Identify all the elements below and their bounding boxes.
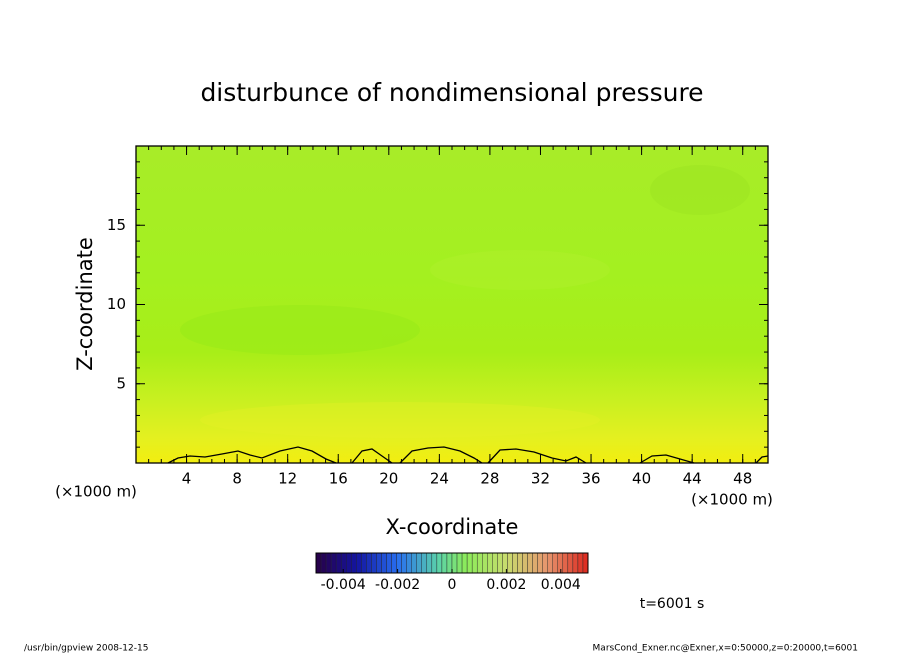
x-tick-label: 8 [232,470,242,488]
colorbar-cell [557,552,564,574]
colorbar-tick-label: 0.004 [541,577,581,593]
colorbar-tick-label: -0.002 [375,577,420,593]
field-patch [180,305,420,355]
colorbar-cell [401,552,407,574]
footer-left: /usr/bin/gpview 2008-12-15 [24,644,148,654]
colorbar-cell [492,552,498,574]
x-tick-label: 12 [278,470,297,488]
x-tick-label: 44 [683,470,702,488]
colorbar-cell [527,552,533,574]
field-patch [650,165,750,215]
chart-title: disturbunce of nondimensional pressure [200,78,703,107]
colorbar-cell [340,552,347,574]
colorbar-cell [552,552,558,574]
colorbar-cell [406,552,412,574]
y-tick-label: 5 [116,374,126,392]
colorbar-cell [562,552,569,574]
x-unit: (×1000 m) [691,491,773,509]
colorbar-cell [476,552,483,574]
colorbar-cell [537,552,543,574]
colorbar-cell [441,552,448,574]
colorbar-cell [446,552,453,574]
x-tick-label: 48 [733,470,752,488]
colorbar-cell [497,552,503,574]
colorbar-cell [542,552,548,574]
colorbar-cell [391,552,397,574]
colorbar-cell [507,552,513,574]
colorbar-cell [431,552,438,574]
colorbar-cell [582,552,589,574]
x-tick-label: 28 [480,470,499,488]
colorbar-cell [361,552,367,574]
x-axis-label: X-coordinate [386,515,519,539]
time-label: t=6001 s [640,596,705,612]
colorbar-cell [386,552,392,574]
y-tick-label: 10 [107,295,126,313]
colorbar-cell [330,552,337,574]
field-patches [180,165,750,438]
colorbar-cell [411,552,417,574]
colorbar-cell [436,552,443,574]
colorbar-cell [356,552,362,574]
footer-right: MarsCond_Exner.nc@Exner,x=0:50000,z=0:20… [593,644,858,654]
colorbar-cell [371,552,377,574]
colorbar-cell [522,552,528,574]
colorbar-cell [482,552,488,574]
colorbar-cell [466,552,473,574]
y-unit: (×1000 m) [55,483,137,501]
colorbar-tick-label: 0.002 [486,577,526,593]
colorbar-cell [366,552,372,574]
y-tick-label: 15 [107,216,126,234]
colorbar-tick-label: -0.004 [321,577,366,593]
colorbar-cell [451,552,458,574]
colorbar-cell [421,552,428,574]
x-tick-label: 16 [329,470,348,488]
colorbar-cell [532,552,538,574]
colorbar-cell [335,552,342,574]
y-axis-label: Z-coordinate [73,237,97,371]
colorbar-cell [320,552,327,574]
colorbar-cell [487,552,493,574]
colorbar-tick-label: 0 [448,577,457,593]
x-tick-label: 4 [182,470,192,488]
colorbar-cell [456,552,463,574]
field-patch [430,250,610,290]
colorbar-cell [517,552,523,574]
colorbar-cell [416,552,422,574]
colorbar-cell [461,552,468,574]
x-tick-label: 20 [379,470,398,488]
x-tick-label: 32 [531,470,550,488]
colorbar-cell [426,552,433,574]
colorbar-cell [381,552,387,574]
colorbar-cell [567,552,574,574]
colorbar-cell [572,552,579,574]
colorbar-cell [346,552,352,574]
colorbar-cell [512,552,518,574]
field [136,146,768,463]
colorbar-cell [547,552,553,574]
colorbar-cell [577,552,584,574]
x-tick-label: 36 [581,470,600,488]
field-patch [200,402,600,438]
colorbar-cell [376,552,382,574]
colorbar-cell [315,552,322,574]
colorbar-cell [325,552,332,574]
x-tick-label: 24 [430,470,449,488]
x-tick-label: 40 [632,470,651,488]
colorbar-cell [471,552,478,574]
colorbar-cell [351,552,357,574]
contour-line [167,446,769,464]
